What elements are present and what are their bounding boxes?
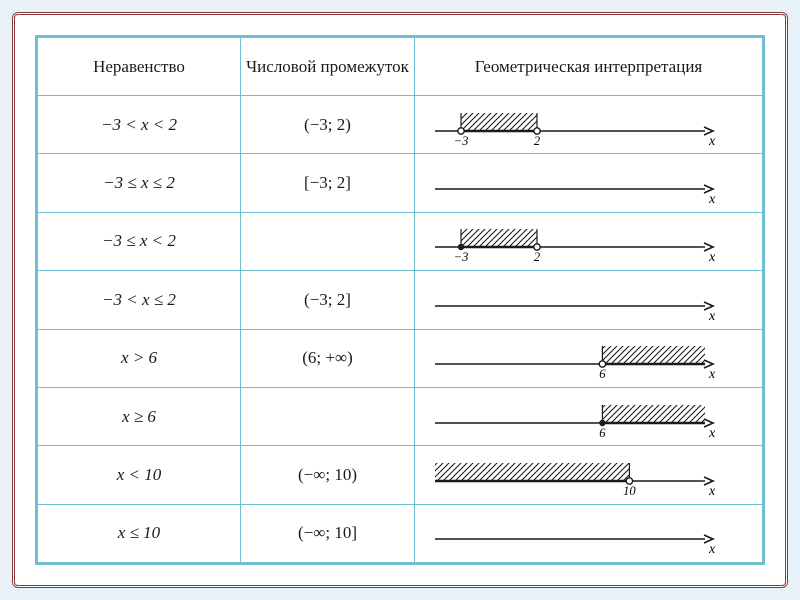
interval-cell: (−3; 2] [241, 271, 415, 329]
inequalities-table: Неравенство Числовой промежуток Геометри… [37, 37, 763, 563]
inequality-cell: x ≥ 6 [38, 387, 241, 445]
table-row: x > 6(6; +∞) x6 [38, 329, 763, 387]
diagram-cell: x6 [415, 387, 763, 445]
header-row: Неравенство Числовой промежуток Геометри… [38, 38, 763, 96]
interval-cell [241, 387, 415, 445]
table-container: Неравенство Числовой промежуток Геометри… [35, 35, 765, 565]
interval-cell: (−∞; 10] [241, 504, 415, 562]
diagram-cell: x −3 2 [415, 96, 763, 154]
outer-frame: Неравенство Числовой промежуток Геометри… [12, 12, 788, 588]
svg-text:6: 6 [599, 426, 606, 439]
table-row: x < 10(−∞; 10) x 10 [38, 446, 763, 504]
svg-text:x: x [708, 250, 716, 263]
inequality-cell: x < 10 [38, 446, 241, 504]
interval-cell: [−3; 2] [241, 154, 415, 212]
table-row: x ≥ 6 x6 [38, 387, 763, 445]
svg-text:x: x [708, 192, 716, 205]
header-inequality: Неравенство [38, 38, 241, 96]
diagram-cell: x −3 2 [415, 212, 763, 270]
svg-text:x: x [708, 484, 716, 497]
inequality-cell: x > 6 [38, 329, 241, 387]
svg-text:2: 2 [534, 250, 540, 263]
svg-text:x: x [708, 426, 716, 439]
interval-cell: (−∞; 10) [241, 446, 415, 504]
interval-cell: (6; +∞) [241, 329, 415, 387]
svg-text:x: x [708, 367, 716, 380]
diagram-cell: x [415, 154, 763, 212]
svg-text:6: 6 [599, 367, 606, 380]
table-row: −3 < x < 2(−3; 2) x −3 2 [38, 96, 763, 154]
interval-cell [241, 212, 415, 270]
diagram-cell: x 10 [415, 446, 763, 504]
svg-text:x: x [708, 542, 716, 555]
inequality-cell: −3 < x ≤ 2 [38, 271, 241, 329]
inequality-cell: −3 ≤ x < 2 [38, 212, 241, 270]
svg-text:10: 10 [623, 484, 636, 497]
interval-cell: (−3; 2) [241, 96, 415, 154]
inequality-cell: −3 ≤ x ≤ 2 [38, 154, 241, 212]
table-row: x ≤ 10(−∞; 10] x [38, 504, 763, 562]
svg-text:−3: −3 [454, 250, 469, 263]
table-row: −3 ≤ x ≤ 2[−3; 2] x [38, 154, 763, 212]
svg-text:−3: −3 [454, 134, 469, 147]
inequality-cell: x ≤ 10 [38, 504, 241, 562]
header-interval: Числовой промежуток [241, 38, 415, 96]
svg-text:x: x [708, 134, 716, 147]
table-row: −3 ≤ x < 2 x −3 2 [38, 212, 763, 270]
diagram-cell: x [415, 504, 763, 562]
inequality-cell: −3 < x < 2 [38, 96, 241, 154]
diagram-cell: x [415, 271, 763, 329]
table-row: −3 < x ≤ 2(−3; 2] x [38, 271, 763, 329]
svg-text:x: x [708, 309, 716, 322]
diagram-cell: x6 [415, 329, 763, 387]
svg-text:2: 2 [534, 134, 540, 147]
header-diagram: Геометрическая интерпретация [415, 38, 763, 96]
